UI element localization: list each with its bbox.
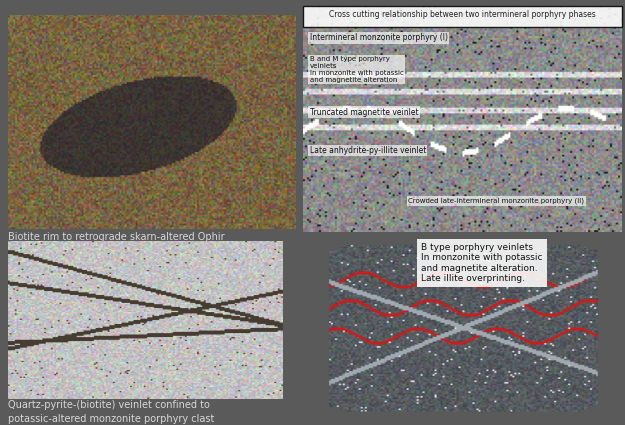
Text: Cross cutting relationship between two intermineral porphyry phases: Cross cutting relationship between two i… — [329, 10, 596, 19]
Text: Truncated magnetite veinlet: Truncated magnetite veinlet — [309, 108, 418, 117]
Text: B and M type porphyry
veinlets
In monzonite with potassic
and magnetite alterati: B and M type porphyry veinlets In monzon… — [309, 56, 403, 83]
Text: Intermineral monzonite porphyry (I): Intermineral monzonite porphyry (I) — [309, 34, 448, 43]
Text: Quartz-pyrite-(biotite) veinlet confined to
potassic-altered monzonite porphyry : Quartz-pyrite-(biotite) veinlet confined… — [8, 400, 214, 425]
Text: B type porphyry veinlets
In monzonite with potassic
and magnetite alteration.
La: B type porphyry veinlets In monzonite wi… — [421, 243, 542, 283]
Text: Late anhydrite-py-illite veinlet: Late anhydrite-py-illite veinlet — [309, 146, 426, 155]
Text: Biotite rim to retrograde skarn-altered Ophir
calcareous siltstone clast in porp: Biotite rim to retrograde skarn-altered … — [8, 232, 243, 269]
Text: Crowded late-intermineral monzonite porphyry (II): Crowded late-intermineral monzonite porp… — [408, 198, 584, 204]
FancyBboxPatch shape — [303, 6, 622, 27]
